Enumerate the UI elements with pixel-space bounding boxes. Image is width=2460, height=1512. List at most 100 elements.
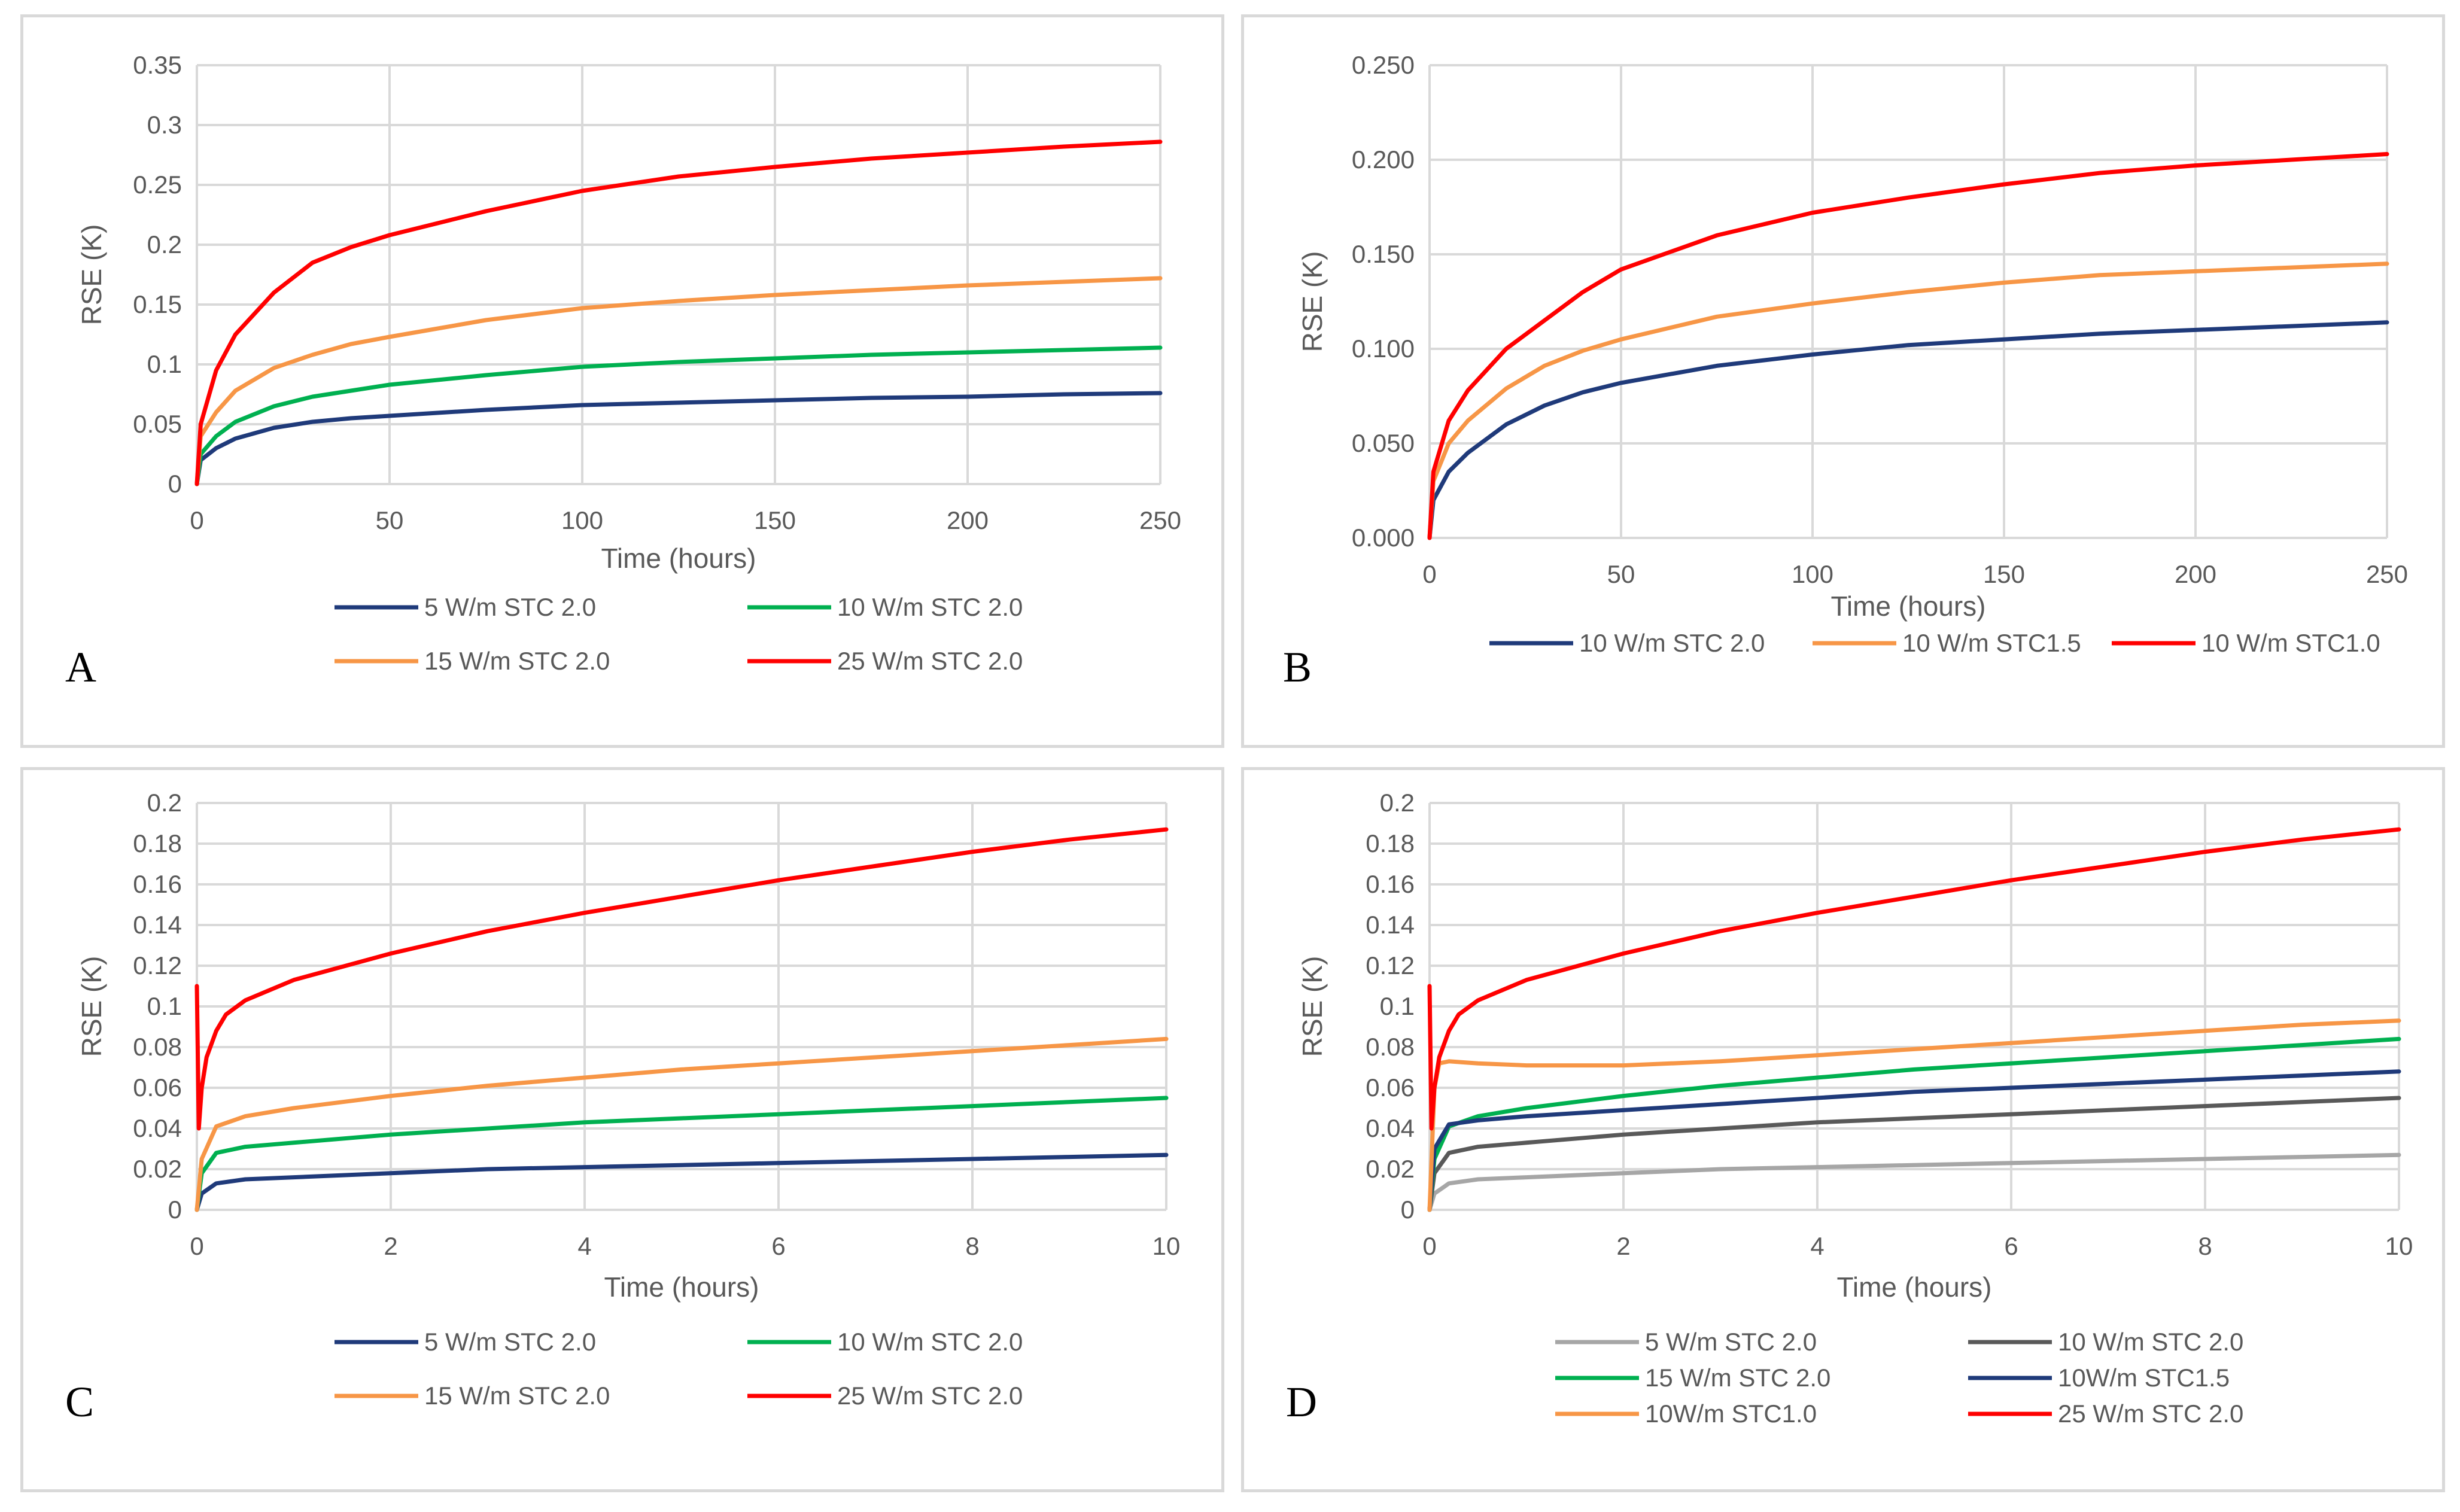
chart-panel-a: 0 0.05 0.1 0.15 0.2 0.25 0.3 0.35 0 50 100 150 200 25… — [20, 14, 1224, 748]
chart-d-series-line-1 — [1427, 1096, 2401, 1212]
chart-a-xtick-label-4: 200 — [947, 506, 989, 534]
chart-d-xtick-label-0: 0 — [1422, 1232, 1436, 1260]
chart-b-ytick-label-1: 0.050 — [1352, 429, 1415, 457]
chart-c-xtick-label-3: 6 — [771, 1232, 785, 1260]
chart-d-ytick-label-1: 0.02 — [1366, 1155, 1415, 1183]
chart-b-xtick-label-4: 200 — [2175, 560, 2216, 588]
chart-d-ytick-label-2: 0.04 — [1366, 1114, 1415, 1142]
chart-a-legend-label-2: 15 W/m STC 2.0 — [424, 647, 610, 675]
chart-c-ytick-label-8: 0.16 — [133, 870, 182, 898]
chart-d-series-line-4 — [1427, 1018, 2401, 1212]
chart-c-ytick-label-6: 0.12 — [133, 951, 182, 979]
chart-b-legend-label-2: 10 W/m STC1.0 — [2201, 629, 2380, 657]
chart-d-panel-letter: D — [1286, 1378, 1317, 1426]
chart-d-x-axis-title: Time (hours) — [1837, 1271, 1992, 1303]
chart-c-legend-label-0: 5 W/m STC 2.0 — [424, 1328, 596, 1356]
chart-b-legend-label-0: 10 W/m STC 2.0 — [1579, 629, 1765, 657]
chart-a-legend-label-1: 10 W/m STC 2.0 — [837, 593, 1023, 621]
chart-c-ytick-label-4: 0.08 — [133, 1033, 182, 1061]
chart-a-xtick-label-3: 150 — [754, 506, 796, 534]
chart-c-xtick-label-2: 4 — [577, 1232, 591, 1260]
chart-a-series-line-0 — [194, 391, 1163, 486]
chart-d-series-line-3 — [1427, 1069, 2401, 1212]
chart-c-xtick-label-5: 10 — [1153, 1232, 1181, 1260]
chart-b-svg: 0.000 0.050 0.100 0.150 0.200 0.250 0 50 100 150 2… — [1283, 51, 2408, 691]
chart-b-ytick-label-0: 0.000 — [1352, 524, 1415, 552]
chart-c-xtick-label-4: 8 — [965, 1232, 979, 1260]
chart-a-panel-letter: A — [65, 643, 96, 691]
chart-c-svg: 0 0.02 0.04 0.06 0.08 0.1 0.12 0.14 0.16 0.18 0.2 0… — [65, 789, 1181, 1426]
chart-c-ytick-label-5: 0.1 — [147, 992, 182, 1020]
chart-d-series-line-5 — [1427, 827, 2401, 1131]
chart-panel-c: 0 0.02 0.04 0.06 0.08 0.1 0.12 0.14 0.16 0.18 0.2 0… — [20, 767, 1224, 1492]
chart-d-legend-label-5: 25 W/m STC 2.0 — [2058, 1400, 2243, 1428]
chart-d-ytick-label-0: 0 — [1401, 1195, 1415, 1224]
chart-b-y-axis-title: RSE (K) — [1297, 251, 1328, 352]
chart-a-ytick-label-2: 0.1 — [147, 350, 182, 378]
chart-d-ytick-label-5: 0.1 — [1380, 992, 1415, 1020]
chart-c-y-axis-title: RSE (K) — [76, 956, 107, 1057]
chart-b-xtick-label-5: 250 — [2366, 560, 2408, 588]
chart-b-ytick-label-5: 0.250 — [1352, 51, 1415, 79]
chart-a-ytick-label-0: 0 — [168, 470, 182, 498]
chart-b-series-line-0 — [1427, 320, 2389, 540]
chart-d-legend-label-0: 5 W/m STC 2.0 — [1645, 1328, 1817, 1356]
chart-d-ytick-label-3: 0.06 — [1366, 1073, 1415, 1102]
chart-b-series-line-2 — [1427, 152, 2389, 540]
chart-b-legend-label-1: 10 W/m STC1.5 — [1902, 629, 2081, 657]
chart-d-ytick-label-6: 0.12 — [1366, 951, 1415, 979]
chart-c-ytick-label-1: 0.02 — [133, 1155, 182, 1183]
chart-d-xtick-label-3: 6 — [2004, 1232, 2018, 1260]
chart-c-panel-letter: C — [65, 1378, 94, 1426]
chart-c-ytick-label-3: 0.06 — [133, 1073, 182, 1102]
chart-b-xtick-label-3: 150 — [1983, 560, 2025, 588]
chart-a-xtick-label-1: 50 — [376, 506, 404, 534]
chart-a-ytick-label-7: 0.35 — [133, 51, 182, 79]
chart-b-ytick-label-3: 0.150 — [1352, 240, 1415, 268]
chart-d-legend-label-4: 10W/m STC1.0 — [1645, 1400, 1817, 1428]
chart-b-xtick-label-2: 100 — [1792, 560, 1833, 588]
chart-c-ytick-label-7: 0.14 — [133, 911, 182, 939]
chart-d-y-axis-title: RSE (K) — [1297, 956, 1328, 1057]
chart-d-legend-label-3: 10W/m STC1.5 — [2058, 1364, 2230, 1392]
chart-d-svg: 0 0.02 0.04 0.06 0.08 0.1 0.12 0.14 0.16 0.18 0.2 0… — [1286, 789, 2413, 1428]
chart-c-legend-label-2: 15 W/m STC 2.0 — [424, 1382, 610, 1410]
chart-c-legend-label-1: 10 W/m STC 2.0 — [837, 1328, 1023, 1356]
chart-c-ytick-label-0: 0 — [168, 1195, 182, 1224]
chart-a-svg: 0 0.05 0.1 0.15 0.2 0.25 0.3 0.35 0 50 100 150 200 25… — [65, 51, 1181, 691]
chart-a-ytick-label-4: 0.2 — [147, 230, 182, 258]
chart-d-xtick-label-4: 8 — [2198, 1232, 2212, 1260]
chart-panel-b: 0.000 0.050 0.100 0.150 0.200 0.250 0 50 100 150 2… — [1241, 14, 2445, 748]
chart-b-ytick-label-4: 0.200 — [1352, 145, 1415, 174]
chart-b-panel-letter: B — [1283, 643, 1312, 691]
chart-d-ytick-label-7: 0.14 — [1366, 911, 1415, 939]
chart-b-series-line-1 — [1427, 261, 2389, 540]
chart-a-y-axis-title: RSE (K) — [76, 224, 107, 325]
chart-c-series-line-2 — [194, 1036, 1169, 1212]
chart-c-series-line-0 — [194, 1152, 1169, 1212]
chart-c-x-axis-title: Time (hours) — [604, 1271, 759, 1303]
chart-b-x-axis-title: Time (hours) — [1831, 591, 1986, 622]
chart-a-ytick-label-1: 0.05 — [133, 410, 182, 438]
chart-panel-d: 0 0.02 0.04 0.06 0.08 0.1 0.12 0.14 0.16 0.18 0.2 0… — [1241, 767, 2445, 1492]
chart-d-xtick-label-5: 10 — [2385, 1232, 2413, 1260]
chart-d-legend-label-1: 10 W/m STC 2.0 — [2058, 1328, 2243, 1356]
chart-a-xtick-label-5: 250 — [1139, 506, 1181, 534]
chart-d-xtick-label-2: 4 — [1810, 1232, 1824, 1260]
chart-d-ytick-label-9: 0.18 — [1366, 829, 1415, 857]
chart-b-ytick-label-2: 0.100 — [1352, 334, 1415, 363]
chart-a-ytick-label-6: 0.3 — [147, 111, 182, 139]
chart-d-series-line-0 — [1427, 1152, 2401, 1212]
chart-b-xtick-label-0: 0 — [1422, 560, 1436, 588]
chart-c-ytick-label-10: 0.2 — [147, 789, 182, 817]
chart-a-series-line-1 — [194, 345, 1163, 486]
chart-c-ytick-label-2: 0.04 — [133, 1114, 182, 1142]
chart-c-xtick-label-0: 0 — [190, 1232, 203, 1260]
chart-a-xtick-label-2: 100 — [561, 506, 603, 534]
chart-a-ytick-label-5: 0.25 — [133, 171, 182, 199]
chart-c-xtick-label-1: 2 — [384, 1232, 397, 1260]
chart-d-ytick-label-10: 0.2 — [1380, 789, 1415, 817]
chart-d-xtick-label-1: 2 — [1616, 1232, 1630, 1260]
chart-a-series-line-2 — [194, 276, 1163, 486]
chart-a-series-line-3 — [194, 139, 1163, 486]
